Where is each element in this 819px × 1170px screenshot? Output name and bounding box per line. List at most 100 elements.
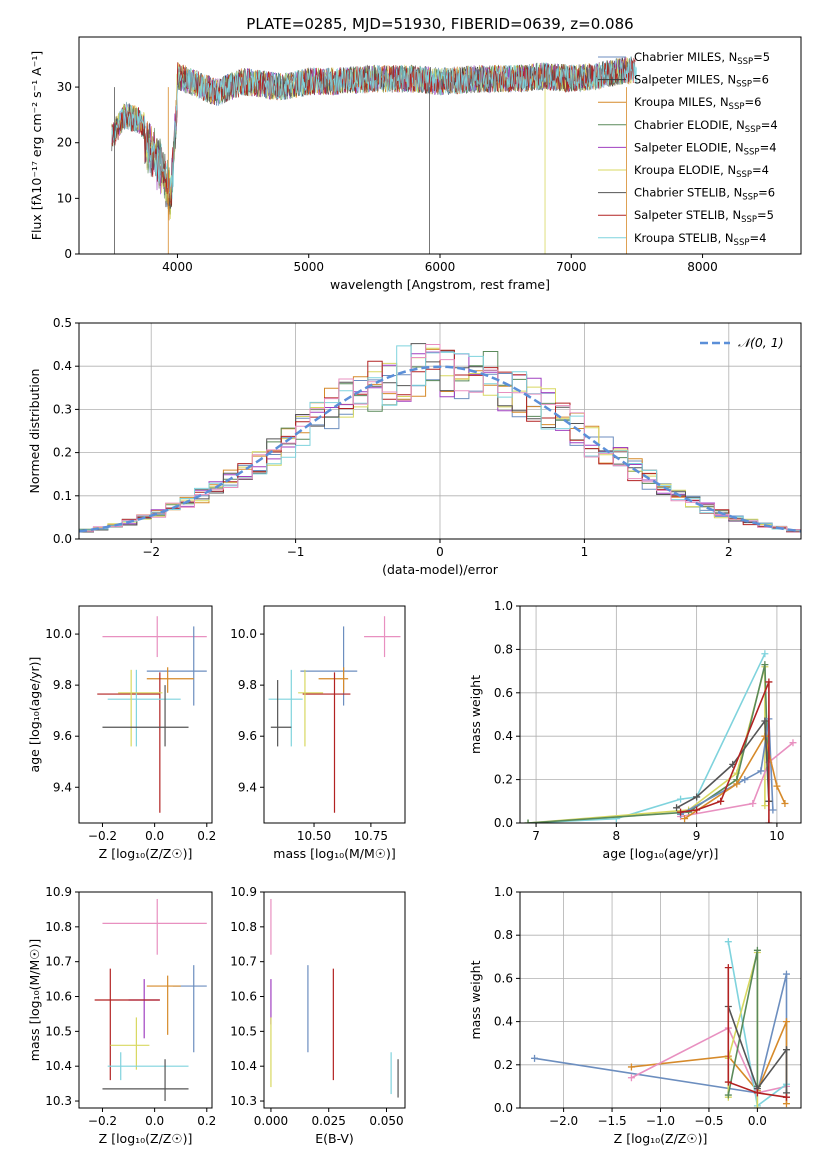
legend-label-suffix: =6: [752, 73, 769, 87]
age-vs-mass-plot-area: [268, 616, 401, 813]
mass-weight-vs-Z-plot-area: [531, 938, 790, 1108]
legend-label-base: Salpeter MILES, N: [634, 73, 736, 87]
series-line: [680, 742, 794, 818]
legend-label: Chabrier MILES, NSSP=5: [634, 50, 770, 67]
legend-label: Salpeter ELODIE, NSSP=4: [634, 140, 777, 157]
y-tick-label: 0.0: [494, 816, 513, 830]
y-tick-label: 10.9: [230, 885, 257, 899]
series-marker: [753, 1089, 761, 1097]
series-marker: [781, 799, 789, 807]
legend-label-suffix: =4: [761, 118, 778, 132]
series-line: [727, 967, 787, 1098]
x-tick-label: −0.2: [88, 829, 117, 843]
legend-label-suffix: =6: [744, 95, 761, 109]
y-tick-label: 9.6: [53, 729, 72, 743]
series-marker: [693, 793, 701, 801]
legend-label-base: Chabrier STELIB, N: [634, 186, 742, 200]
y-tick-label: 10.4: [45, 1059, 72, 1073]
series-marker: [773, 782, 781, 790]
y-axis-label: Flux [fλ10⁻¹⁷ erg cm⁻² s⁻¹ A⁻¹]: [29, 51, 44, 240]
legend-label: Kroupa ELODIE, NSSP=4: [634, 163, 769, 180]
y-axis-label: mass [log₁₀(M/M☉)]: [27, 939, 42, 1061]
x-tick-label: 2: [725, 545, 733, 559]
y-axis-label: mass weight: [468, 960, 483, 1039]
y-tick-label: 10.6: [45, 990, 72, 1004]
y-tick-label: 0.8: [494, 928, 513, 942]
series-marker: [693, 806, 701, 814]
figure-title: PLATE=0285, MJD=51930, FIBERID=0639, z=0…: [246, 15, 633, 33]
mass-vs-Z-panel: −0.2 0.0 0.2 10.3 10.4 10.5 10.6 10.7 10.8 10.9 Z …: [27, 885, 216, 1146]
x-tick-label: 10.75: [354, 829, 388, 843]
residual-distribution-panel: −2 −1 0 1 2 0.0 0.1 0.2 0.3 0.4 0.5 (data-model)/er…: [27, 316, 802, 577]
x-axis-label: Z [log₁₀(Z/Z☉)]: [99, 846, 193, 861]
series-marker: [724, 938, 732, 946]
age-vs-Z-frame: [78, 605, 213, 824]
y-tick-label: 0.4: [494, 729, 513, 743]
x-tick-label: 4000: [162, 260, 193, 274]
series-marker: [757, 767, 765, 775]
x-tick-label: 0.025: [312, 1114, 346, 1128]
y-tick-label: 10.8: [45, 920, 72, 934]
y-tick-label: 10.9: [45, 885, 72, 899]
spectrum-panel: 4000 5000 6000 7000 8000 0 10 20 30 wavelength [A…: [29, 36, 802, 292]
mass-vs-EBV-plot-area: [270, 898, 399, 1098]
series-marker: [765, 819, 773, 823]
legend-label-base: Kroupa MILES, N: [634, 95, 729, 109]
x-tick-label: −2.0: [549, 1114, 578, 1128]
series-line: [631, 1027, 787, 1094]
x-tick-label: 0.0: [145, 829, 164, 843]
normal-curve: [79, 365, 801, 533]
series-line: [727, 1006, 788, 1093]
age-vs-Z-plot-area: [97, 616, 207, 813]
series-line: [527, 653, 766, 823]
legend-label-sub: SSP: [742, 193, 758, 203]
legend-label-sub: SSP: [736, 80, 752, 90]
series-marker: [753, 1104, 761, 1108]
mass-vs-EBV-panel: 0.000 0.025 0.050 10.3 10.4 10.5 10.6 10.7 10.8 1…: [230, 885, 406, 1146]
series-marker: [627, 1074, 635, 1082]
age-vs-Z-panel: −0.2 0.0 0.2 9.4 9.6 9.8 10.0 Z [log₁₀(Z/Z☉)] ag…: [27, 605, 216, 861]
series-marker: [769, 806, 777, 814]
y-tick-label: 0.0: [494, 1101, 513, 1115]
y-tick-label: 0.5: [53, 316, 72, 330]
y-tick-label: 9.8: [238, 678, 257, 692]
y-tick-label: 10.7: [45, 955, 72, 969]
x-tick-label: 10.50: [297, 829, 331, 843]
series-marker: [782, 1100, 790, 1108]
y-axis-label: Normed distribution: [27, 369, 42, 494]
y-tick-label: 10.5: [230, 1024, 257, 1038]
spectrum-plot-area: [111, 56, 638, 254]
histogram-step: [79, 343, 801, 533]
series-marker: [782, 1046, 790, 1054]
series-marker: [524, 819, 532, 823]
series-marker: [724, 1078, 732, 1086]
x-tick-label: 9: [693, 829, 701, 843]
legend-label: 𝒩(0, 1): [738, 335, 784, 350]
series-marker: [761, 650, 769, 658]
series-marker: [789, 739, 797, 747]
x-tick-label: 0.0: [748, 1114, 767, 1128]
series-marker: [741, 776, 749, 784]
series-marker: [681, 815, 689, 823]
y-tick-label: 10.3: [230, 1094, 257, 1108]
legend-label-sub: SSP: [741, 215, 757, 225]
x-tick-label: −0.5: [694, 1114, 723, 1128]
y-tick-label: 1.0: [494, 599, 513, 613]
x-axis-label: mass [log₁₀(M/M☉)]: [273, 846, 395, 861]
legend-label-sub: SSP: [737, 57, 753, 67]
mass-vs-Z-plot-area: [94, 898, 207, 1102]
series-marker: [724, 964, 732, 972]
y-axis-label: mass weight: [468, 675, 483, 754]
y-tick-label: 10.5: [45, 1024, 72, 1038]
y-tick-label: 10.8: [230, 920, 257, 934]
x-tick-label: 0.0: [145, 1114, 164, 1128]
mass-weight-vs-age-frame: [519, 605, 802, 824]
x-tick-label: 0.2: [197, 1114, 216, 1128]
series-marker: [749, 799, 757, 807]
x-tick-label: −1: [287, 545, 305, 559]
age-vs-mass-panel: 10.50 10.75 9.4 9.6 9.8 10.0 mass [log₁₀(M/M☉)…: [230, 605, 406, 861]
y-tick-label: 0.3: [53, 402, 72, 416]
x-tick-label: 7: [532, 829, 540, 843]
legend-label-base: Salpeter STELIB, N: [634, 208, 741, 222]
series-marker: [717, 797, 725, 805]
